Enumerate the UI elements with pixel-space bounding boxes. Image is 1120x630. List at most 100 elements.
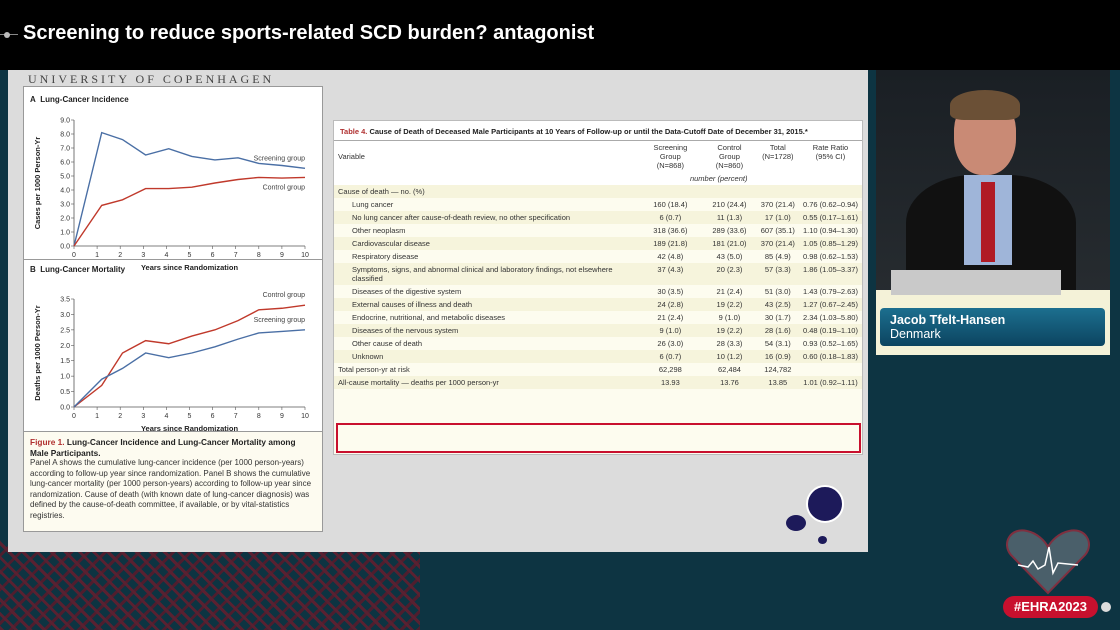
- table-row: Diseases of the nervous system 9 (1.0) 19 …: [334, 324, 862, 337]
- background-pattern: [0, 540, 420, 630]
- figure-caption: Figure 1. Lung-Cancer Incidence and Lung…: [24, 431, 322, 531]
- series-label: Control group: [263, 184, 306, 191]
- y-tick-label: 0.0: [60, 405, 70, 412]
- y-axis-label: Deaths per 1000 Person-Yr: [33, 305, 42, 401]
- cell-value: 19 (2.2): [716, 300, 743, 309]
- cell-value: 0.60 (0.18–1.83): [802, 352, 858, 361]
- y-tick-label: 3.5: [60, 297, 70, 304]
- speaker-country: Denmark: [890, 327, 941, 341]
- row-label: Other neoplasm: [352, 226, 406, 235]
- y-tick-label: 0.0: [60, 244, 70, 251]
- y-tick-label: 4.0: [60, 188, 70, 195]
- panel-a-title: A Lung-Cancer Incidence: [30, 95, 129, 104]
- speaker-hair: [950, 90, 1020, 120]
- cell-value: 6 (0.7): [659, 352, 682, 361]
- cell-value: 1.86 (1.05–3.37): [802, 265, 858, 274]
- x-tick-label: 0: [72, 413, 76, 420]
- row-label: Diseases of the digestive system: [352, 287, 462, 296]
- y-tick-label: 0.5: [60, 389, 70, 396]
- x-tick-label: 10: [301, 252, 309, 259]
- row-label: Other cause of death: [352, 339, 423, 348]
- y-axis-label: Cases per 1000 Person-Yr: [33, 137, 42, 230]
- section-row: Cause of death — no. (%): [334, 185, 862, 198]
- cell-value: 370 (21.4): [760, 200, 795, 209]
- figure-panel: A Lung-Cancer Incidence 0 1 2 3 4 5 6 7 8 9 10 0.0 1…: [23, 86, 323, 532]
- y-tick-label: 3.0: [60, 202, 70, 209]
- panel-b-title: B Lung-Cancer Mortality: [30, 265, 126, 274]
- series-line-control-group: [73, 304, 306, 408]
- row-label: Cardiovascular disease: [352, 239, 430, 248]
- cell-value: 189 (21.8): [653, 239, 688, 248]
- x-axis-label: Years since Randomization: [141, 424, 239, 431]
- cell-value: 85 (4.9): [764, 252, 791, 261]
- speaker-lower-third: Jacob Tfelt-Hansen Denmark: [880, 308, 1105, 346]
- y-tick-label: 6.0: [60, 160, 70, 167]
- y-tick-label: 1.0: [60, 230, 70, 237]
- y-tick-label: 3.0: [60, 312, 70, 319]
- series-label: Control group: [263, 292, 306, 299]
- table-row: External causes of illness and death 24 (…: [334, 298, 862, 311]
- y-tick-label: 7.0: [60, 146, 70, 153]
- row-label: Unknown: [352, 352, 384, 361]
- x-axis-label: Years since Randomization: [141, 263, 239, 272]
- cell-value: 1.05 (0.85–1.29): [802, 239, 858, 248]
- table-row: Endocrine, nutritional, and metabolic di…: [334, 311, 862, 324]
- y-tick-label: 9.0: [60, 118, 70, 125]
- y-tick-label: 2.0: [60, 343, 70, 350]
- cell-value: 2.34 (1.03–5.80): [802, 313, 858, 322]
- cell-value: 10 (1.2): [716, 352, 743, 361]
- podium: [891, 270, 1061, 295]
- series-line-screening-group: [73, 329, 306, 408]
- cell-value: 11 (1.3): [716, 213, 743, 222]
- cell-value: 124,782: [764, 365, 792, 374]
- x-tick-label: 8: [257, 252, 261, 259]
- table-row: Lung cancer 160 (18.4) 210 (24.4) 370 (21.4…: [334, 198, 862, 211]
- x-tick-label: 5: [188, 252, 192, 259]
- column-header: Control Group (N=860): [702, 141, 757, 172]
- cause-of-death-table: Variable Screening Group (N=868) Control Gr…: [334, 141, 862, 389]
- highlight-box: [336, 423, 861, 453]
- table-row: Diseases of the digestive system 30 (3.5)…: [334, 285, 862, 298]
- x-tick-label: 6: [211, 413, 215, 420]
- y-tick-label: 8.0: [60, 132, 70, 139]
- cell-value: 9 (1.0): [659, 326, 682, 335]
- row-label: Diseases of the nervous system: [352, 326, 459, 335]
- cell-value: 20 (2.3): [716, 265, 743, 274]
- cell-value: 62,484: [717, 365, 741, 374]
- x-tick-label: 0: [72, 252, 76, 259]
- chart-b: 0 1 2 3 4 5 6 7 8 9 10 0.0 0.5 1.0 1.5 2.0 2.5 3.0 3.5 Year…: [33, 292, 309, 431]
- slide-title: Screening to reduce sports-related SCD b…: [23, 22, 595, 44]
- y-tick-label: 2.0: [60, 216, 70, 223]
- x-tick-label: 10: [301, 413, 309, 420]
- badge-dot: [1101, 602, 1111, 612]
- y-tick-label: 2.5: [60, 327, 70, 334]
- cell-value: 43 (5.0): [716, 252, 743, 261]
- cell-value: [799, 363, 862, 376]
- row-label: Symptoms, signs, and abnormal clinical a…: [352, 265, 613, 283]
- table-row: Total person-yr at risk 62,298 62,484 124,7…: [334, 363, 862, 376]
- unit-label: number (percent): [638, 172, 799, 185]
- table-row: No lung cancer after cause-of-death revi…: [334, 211, 862, 224]
- x-tick-label: 3: [141, 252, 145, 259]
- row-label: All-cause mortality — deaths per 1000 pe…: [338, 378, 499, 387]
- cell-value: 30 (1.7): [764, 313, 791, 322]
- x-tick-label: 4: [164, 413, 168, 420]
- slide: UNIVERSITY OF COPENHAGEN A Lung-Cancer I…: [8, 70, 868, 552]
- row-label: External causes of illness and death: [352, 300, 473, 309]
- x-tick-label: 3: [141, 413, 145, 420]
- x-tick-label: 5: [188, 413, 192, 420]
- cell-value: 9 (1.0): [718, 313, 741, 322]
- x-tick-label: 9: [280, 413, 284, 420]
- y-tick-label: 1.0: [60, 374, 70, 381]
- cell-value: 0.55 (0.17–1.61): [802, 213, 858, 222]
- x-tick-label: 2: [118, 252, 122, 259]
- cell-value: 13.85: [768, 378, 788, 387]
- y-tick-label: 5.0: [60, 174, 70, 181]
- cell-value: 30 (3.5): [657, 287, 684, 296]
- cell-value: 0.76 (0.62–0.94): [802, 200, 858, 209]
- title-bar: Screening to reduce sports-related SCD b…: [0, 0, 1120, 70]
- series-line-control-group: [73, 176, 306, 247]
- cell-value: 51 (3.0): [764, 287, 791, 296]
- row-label: Respiratory disease: [352, 252, 419, 261]
- speaker-tie: [981, 182, 995, 262]
